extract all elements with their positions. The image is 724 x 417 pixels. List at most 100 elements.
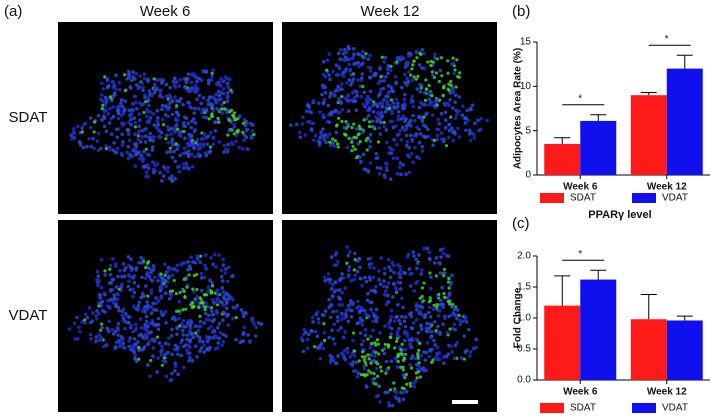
cell [80,320,84,324]
cell [108,107,112,111]
cell [221,257,225,262]
cell [339,326,343,330]
cell [148,138,152,143]
cell [163,278,168,283]
cell [95,139,100,143]
cell [406,121,411,126]
cell [382,124,387,129]
cell [160,117,165,122]
cell [137,260,141,265]
cell [429,63,433,68]
cell [430,70,434,74]
cell [206,98,211,103]
cell [462,357,466,361]
cell [376,140,381,144]
cell [324,68,329,72]
cell [144,147,148,151]
cell [342,316,347,320]
cell [131,295,135,299]
cell [136,284,141,289]
cell [181,318,186,323]
cell [379,110,384,114]
cell [411,104,416,109]
cell [316,139,321,144]
cell [164,137,168,141]
cell [101,103,105,107]
cell [113,346,117,351]
cell [386,343,390,347]
cell [242,138,246,142]
cell [387,265,391,269]
cell [359,160,363,165]
cell [364,116,369,121]
cell [340,107,345,112]
cell [140,134,145,139]
cell [404,143,409,148]
cell [152,170,156,175]
cell [148,92,152,96]
y-tick-label: 0.0 [517,375,531,386]
y-tick-label: 0.5 [517,344,531,355]
cell [166,276,171,280]
cell [192,304,196,309]
cell [355,269,360,274]
cell [333,361,338,365]
cell [458,71,462,75]
cell [331,357,335,361]
cell [146,294,150,298]
cell [94,317,99,321]
cell [329,91,333,96]
cell [216,116,220,120]
cell [323,309,328,313]
cell [203,253,208,257]
cell [220,107,224,111]
cell [340,312,344,317]
cell [236,130,240,134]
cell [133,142,137,146]
cell [443,316,447,321]
cell [176,372,180,377]
cell [383,110,388,114]
cell [132,280,137,285]
cell [202,343,206,348]
cell [432,338,436,343]
cell [343,330,348,334]
cell [186,100,191,105]
panel-label: (a) [4,3,22,20]
cell [224,147,228,152]
cell [336,64,341,69]
cell [173,368,177,373]
cell [360,342,364,347]
cell [94,335,99,339]
cell [474,337,479,342]
cell [168,146,172,150]
cell [186,121,191,126]
cell [127,272,131,277]
cell [401,163,405,167]
cell [164,94,169,98]
cell [321,313,326,318]
cell [138,317,143,321]
cell [215,81,219,85]
cell [241,332,245,337]
cell [357,155,362,159]
cell [394,80,399,85]
cell [161,123,166,127]
cell [343,286,348,290]
cell [414,257,418,262]
cell [115,326,120,330]
cell [355,306,359,310]
y-tick-label: 1.5 [517,282,531,293]
cell [194,331,198,335]
cell [354,360,359,365]
cell [417,341,422,345]
cell [341,70,346,75]
cell [116,108,120,113]
cell [152,91,157,95]
cell [146,77,150,82]
cell [397,318,401,323]
cell [160,363,164,367]
cell [366,113,371,118]
cell [410,94,415,99]
cell [176,345,180,350]
